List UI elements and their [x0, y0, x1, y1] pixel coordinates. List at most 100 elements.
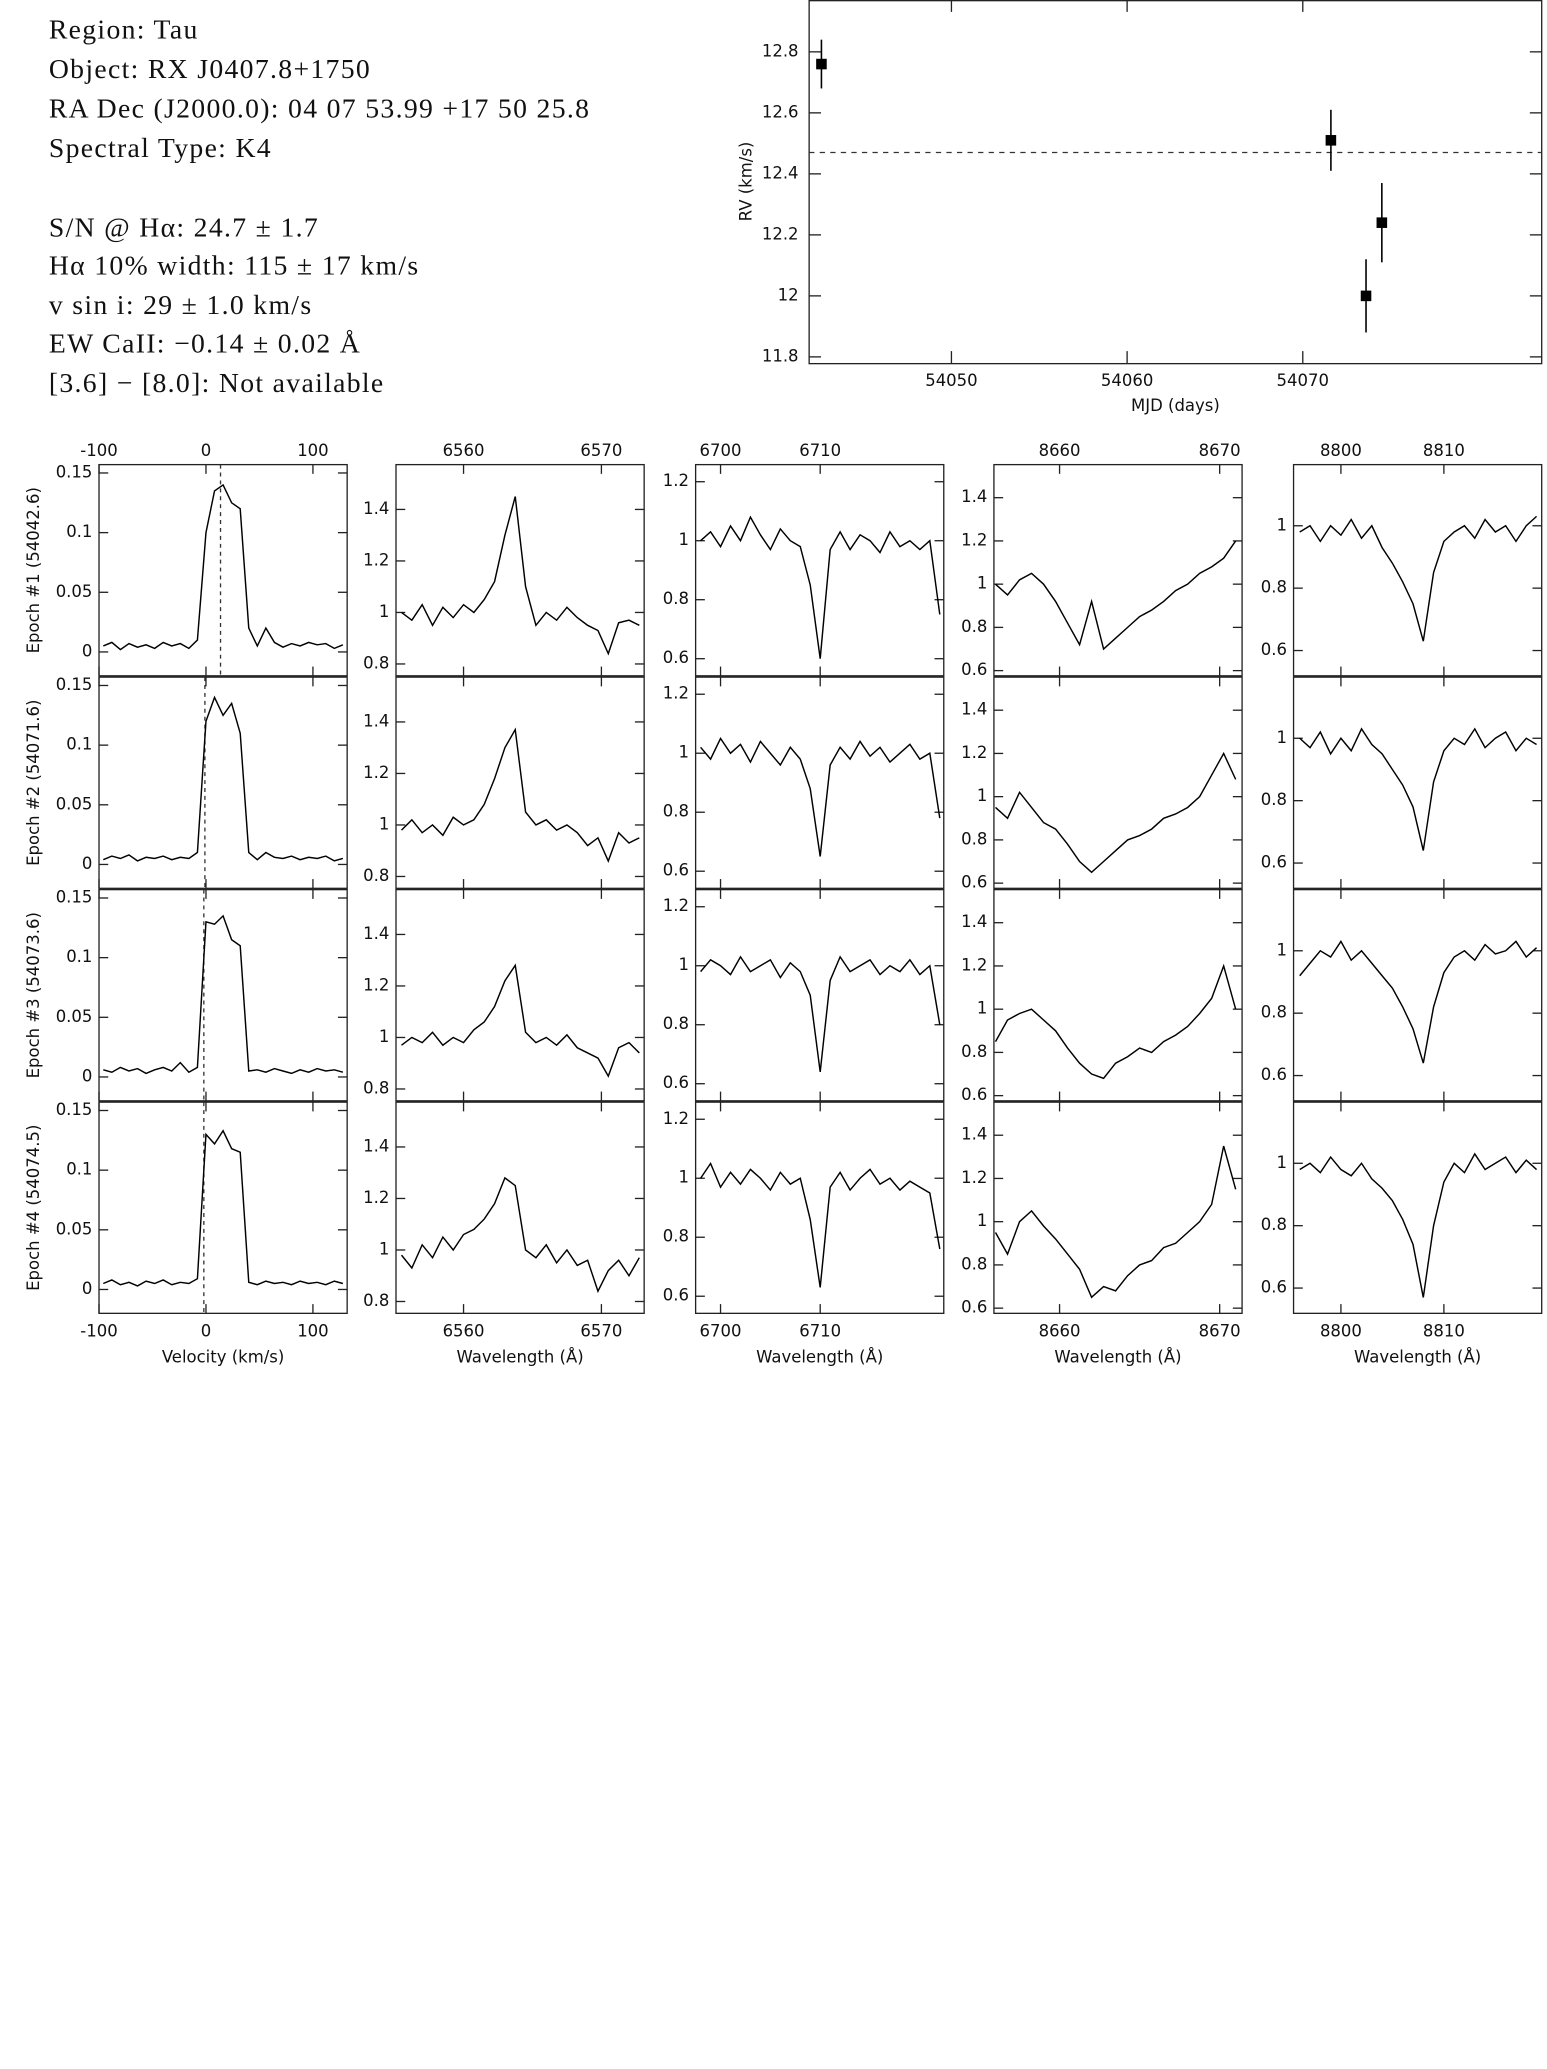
y-tick-label: 0.6	[663, 1286, 689, 1305]
y-tick-label: 0	[82, 1279, 93, 1298]
info-line: S/N @ Hα: 24.7 ± 1.7	[49, 211, 319, 242]
y-tick-label: 1.2	[363, 1188, 389, 1207]
y-tick-label: 12.4	[762, 163, 799, 182]
y-tick-label: 1	[679, 530, 690, 549]
x-axis-label: Velocity (km/s)	[162, 1348, 285, 1367]
y-tick-label: 1.2	[663, 896, 689, 915]
x-tick-label: 100	[297, 1321, 328, 1340]
y-tick-label: 1	[379, 1239, 390, 1258]
y-tick-label: 1	[1276, 1153, 1287, 1172]
y-tick-label: 0.05	[56, 1007, 93, 1026]
x-tick-label: 8810	[1423, 1321, 1465, 1340]
y-tick-label: 1.2	[961, 530, 987, 549]
x-tick-label: 100	[297, 441, 328, 460]
x-tick-label: 6570	[580, 441, 622, 460]
y-tick-label: 0.8	[663, 589, 689, 608]
y-tick-label: 1	[1276, 940, 1287, 959]
panel-frame	[395, 888, 645, 1102]
x-tick-label: 6700	[700, 441, 742, 460]
y-tick-label: 0.8	[1261, 1003, 1287, 1022]
y-tick-label: 0.6	[961, 1085, 987, 1104]
y-tick-label: 0.1	[66, 522, 92, 541]
panel-frame	[98, 1101, 348, 1314]
x-tick-label: 6560	[443, 1321, 485, 1340]
spectrum-line	[103, 695, 344, 862]
y-tick-label: 0.8	[961, 829, 987, 848]
y-tick-label: 1.2	[961, 955, 987, 974]
y-tick-label: 1	[379, 1027, 390, 1046]
y-tick-label: 0.8	[961, 617, 987, 636]
panel-frame	[395, 676, 645, 889]
y-tick-label: 12.8	[762, 41, 799, 60]
spectrum-line	[401, 496, 640, 656]
x-tick-label: 6710	[799, 441, 841, 460]
panel-frame	[993, 1101, 1243, 1314]
y-tick-label: 0.8	[363, 653, 389, 672]
x-tick-label: 8660	[1039, 441, 1081, 460]
panel-frame	[993, 888, 1243, 1102]
y-tick-label: 12.6	[762, 102, 799, 121]
panel-frame	[98, 676, 348, 889]
y-tick-label: 1.2	[363, 763, 389, 782]
y-tick-label: 0.1	[66, 735, 92, 754]
info-line: Object: RX J0407.8+1750	[49, 53, 371, 84]
y-tick-label: 0.8	[1261, 790, 1287, 809]
y-tick-label: 1	[1276, 515, 1287, 534]
y-tick-label: 0.8	[663, 1014, 689, 1033]
row-label: Epoch #2 (54071.6)	[24, 700, 43, 866]
panel-frame	[395, 463, 645, 677]
info-line: v sin i: 29 ± 1.0 km/s	[49, 289, 313, 320]
y-tick-label: 0.8	[363, 1291, 389, 1310]
y-tick-label: 1	[679, 955, 690, 974]
spectrum-line	[1299, 940, 1538, 1064]
y-tick-label: 0.6	[663, 1073, 689, 1092]
info-line: EW CaII: −0.14 ± 0.02 Å	[49, 327, 361, 358]
spectrum-line	[401, 727, 640, 863]
spectrum-line	[1299, 727, 1537, 851]
y-tick-label: 1	[977, 574, 988, 593]
x-tick-label: 8670	[1199, 1321, 1241, 1340]
y-tick-label: 0	[82, 641, 93, 660]
spectrum-line	[401, 963, 640, 1078]
y-tick-label: 0.6	[663, 861, 689, 880]
y-tick-label: 1	[679, 1168, 690, 1187]
y-tick-label: 0.05	[56, 794, 93, 813]
object-info: Region: Tau Object: RX J0407.8+1750 RA Dec…	[49, 13, 589, 398]
row-label: Epoch #3 (54073.6)	[24, 912, 43, 1078]
y-tick-label: 0.15	[56, 675, 93, 694]
y-tick-label: 0.6	[663, 648, 689, 667]
x-axis-label: Wavelength (Å)	[1054, 1348, 1181, 1367]
y-tick-label: 0.6	[961, 873, 987, 892]
y-tick-label: 1	[679, 743, 690, 762]
y-tick-label: 11.8	[762, 346, 799, 365]
y-tick-label: 0.6	[1261, 853, 1287, 872]
y-tick-label: 1.4	[961, 700, 987, 719]
y-tick-label: 0.8	[1261, 1215, 1287, 1234]
x-tick-label: 0	[201, 1321, 212, 1340]
y-tick-label: 1.2	[663, 684, 689, 703]
y-tick-label: 0.05	[56, 1219, 93, 1238]
y-tick-label: 0.1	[66, 1160, 92, 1179]
x-tick-label: 8810	[1423, 441, 1465, 460]
spectrum-line	[103, 1129, 344, 1287]
spectrum-line	[700, 1161, 941, 1288]
y-tick-label: 1.4	[363, 924, 389, 943]
panel-frame	[993, 463, 1243, 677]
spectrum-line	[400, 1176, 640, 1294]
y-tick-label: 1.4	[961, 487, 987, 506]
rv-point	[816, 58, 827, 70]
y-tick-label: 1	[977, 1211, 988, 1230]
y-tick-label: 0.8	[961, 1254, 987, 1273]
rv-point	[1360, 290, 1372, 302]
y-tick-label: 0.8	[961, 1042, 987, 1061]
y-tick-label: 12	[778, 285, 799, 304]
x-tick-label: 8800	[1320, 441, 1362, 460]
y-tick-label: 0.15	[56, 462, 93, 481]
y-tick-label: 12.2	[762, 224, 799, 243]
x-axis-label: MJD (days)	[1131, 396, 1220, 415]
y-tick-label: 1	[379, 814, 390, 833]
y-tick-label: 0.6	[1261, 1278, 1287, 1297]
